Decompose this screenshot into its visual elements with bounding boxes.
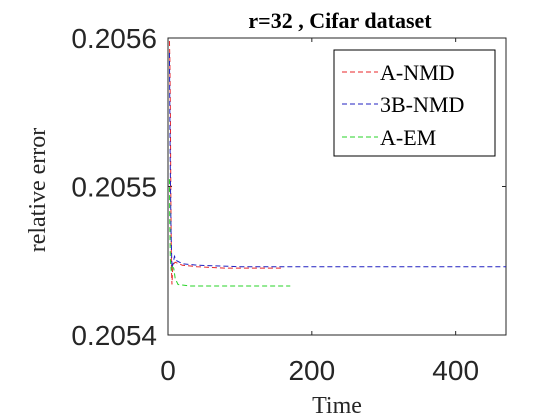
series-line-3b-nmd — [168, 52, 506, 269]
legend: A-NMD 3B-NMD A-EM — [333, 49, 496, 157]
y-tick-label: 0.2055 — [71, 172, 157, 203]
y-axis-label: relative error — [25, 128, 51, 253]
series-line-a-em — [168, 179, 291, 287]
y-axis-ticks: 0.2054 0.2055 0.2056 — [71, 23, 506, 351]
x-tick-label: 400 — [432, 355, 479, 386]
legend-entry: 3B-NMD — [380, 92, 464, 117]
legend-entry: A-NMD — [380, 60, 455, 85]
series-line-a-nmd — [168, 40, 284, 285]
y-tick-label: 0.2054 — [71, 320, 157, 351]
series-layer — [168, 40, 506, 287]
chart-title: r=32 , Cifar dataset — [248, 8, 432, 33]
x-axis-label: Time — [312, 393, 362, 419]
legend-entry: A-EM — [380, 125, 436, 150]
x-tick-label: 200 — [288, 355, 335, 386]
y-tick-label: 0.2056 — [71, 23, 157, 54]
x-axis-ticks: 0 200 400 — [160, 38, 479, 386]
x-tick-label: 0 — [160, 355, 176, 386]
legend-box — [333, 49, 496, 157]
